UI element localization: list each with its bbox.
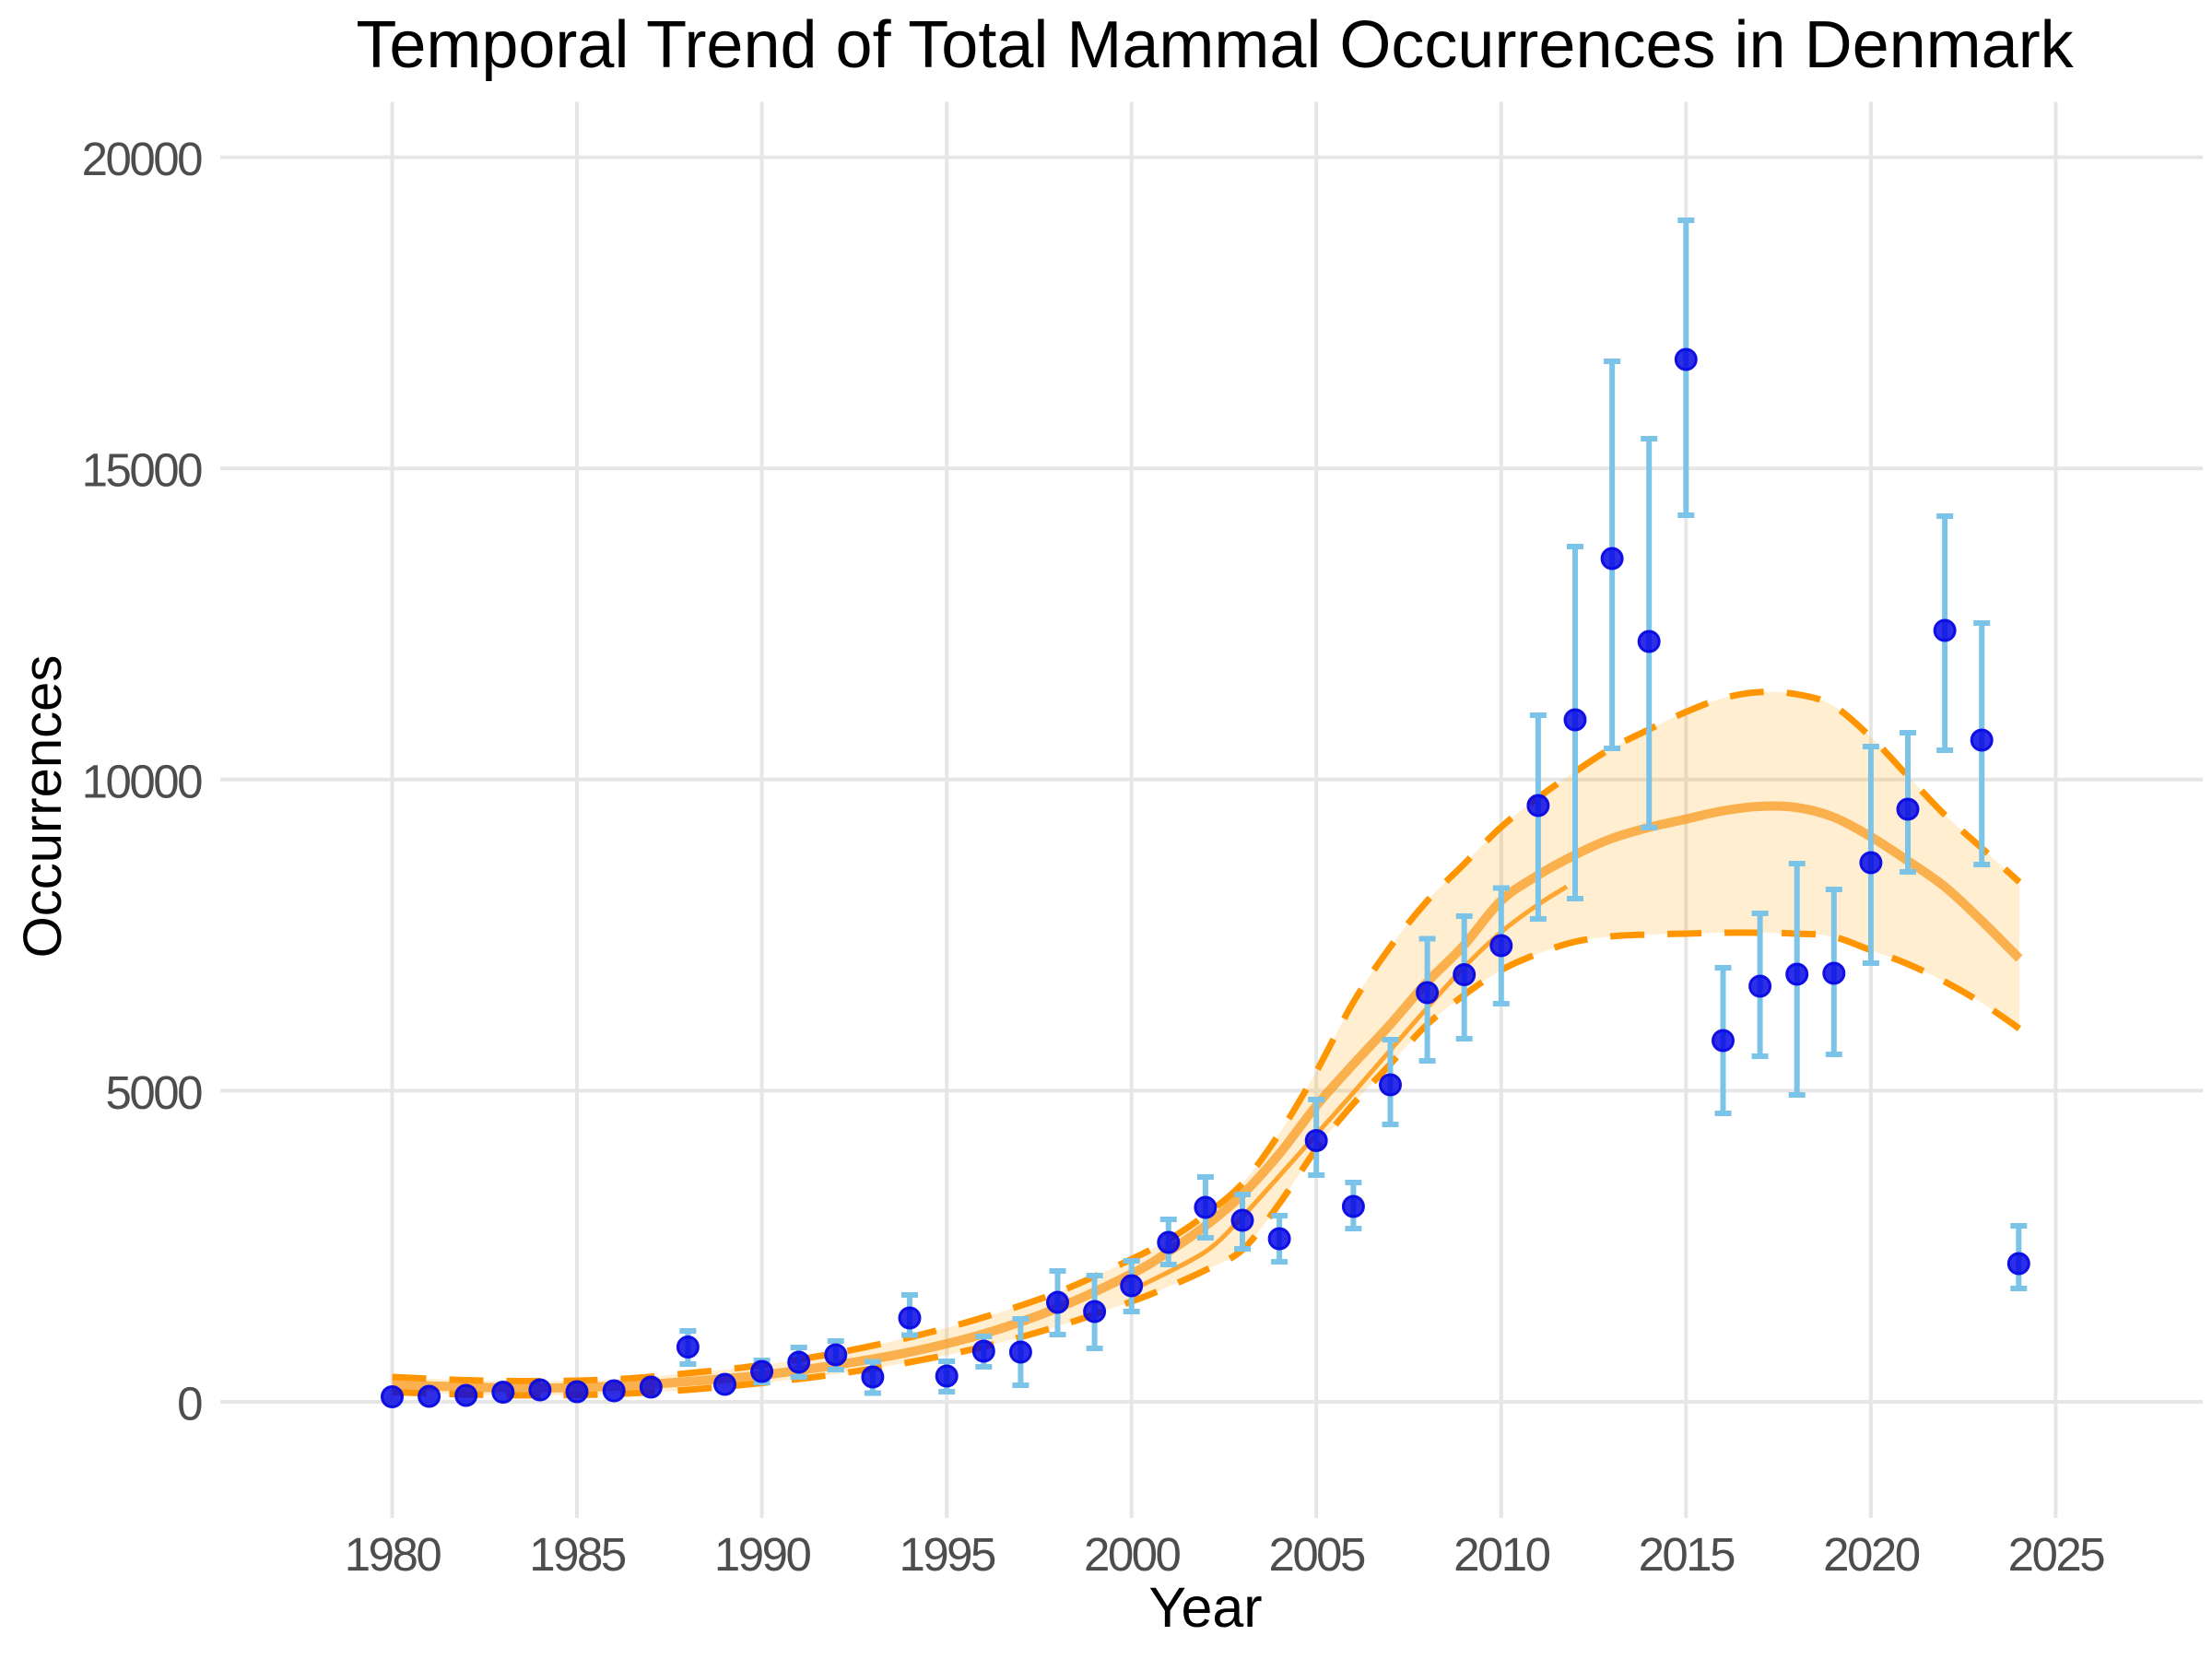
svg-text:1980: 1980 — [345, 1528, 441, 1581]
svg-text:2005: 2005 — [1268, 1528, 1365, 1581]
svg-text:1990: 1990 — [714, 1528, 811, 1581]
svg-text:Occurrences: Occurrences — [13, 655, 73, 959]
svg-text:Temporal Trend of Total Mammal: Temporal Trend of Total Mammal Occurrenc… — [356, 8, 2074, 82]
svg-text:5000: 5000 — [106, 1066, 203, 1119]
svg-text:15000: 15000 — [82, 444, 202, 497]
svg-text:1995: 1995 — [899, 1528, 995, 1581]
svg-text:20000: 20000 — [82, 133, 202, 185]
svg-text:10000: 10000 — [82, 755, 202, 807]
svg-text:2000: 2000 — [1084, 1528, 1181, 1581]
svg-text:2010: 2010 — [1453, 1528, 1550, 1581]
svg-text:2020: 2020 — [1823, 1528, 1920, 1581]
svg-text:2025: 2025 — [2008, 1528, 2105, 1581]
svg-text:1985: 1985 — [529, 1528, 626, 1581]
svg-text:2015: 2015 — [1639, 1528, 1735, 1581]
svg-text:Year: Year — [1148, 1576, 1262, 1639]
svg-text:0: 0 — [177, 1378, 202, 1430]
